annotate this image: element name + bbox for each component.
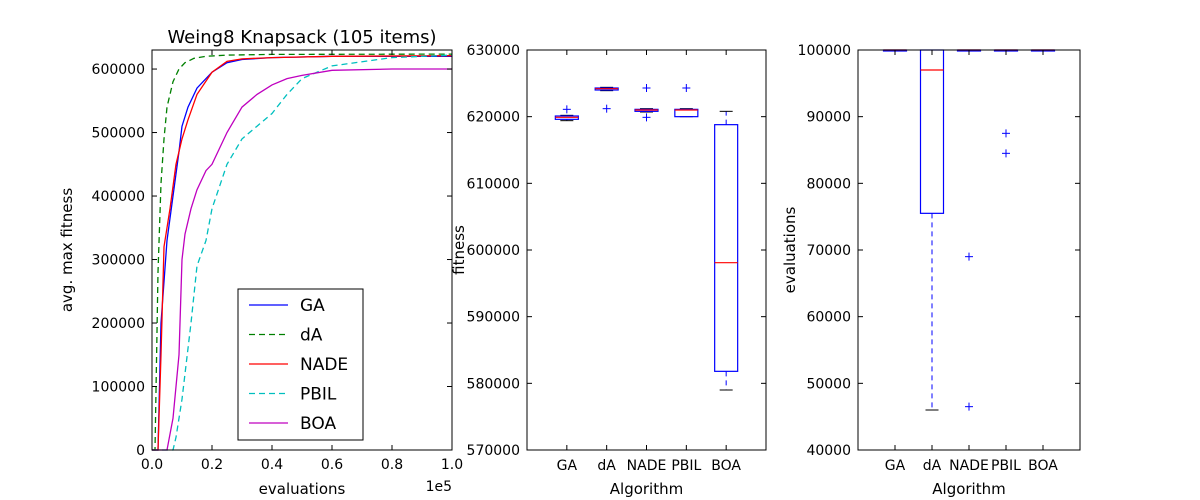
box-pbil (674, 108, 699, 118)
legend-label: BOA (300, 414, 336, 434)
x-tick-label: 0.2 (201, 457, 223, 473)
x-tick-label: PBIL (991, 458, 1021, 474)
series-line-nade (152, 55, 453, 451)
legend-label: GA (300, 296, 325, 316)
series-line-pbil (152, 54, 453, 451)
y-axis-label: avg. max fitness (58, 188, 76, 312)
outlier-marker (1002, 149, 1010, 158)
y-tick-label: 40000 (806, 443, 851, 459)
y-tick-label: 100000 (92, 380, 145, 396)
y-axis-label: fitness (450, 225, 468, 275)
legend-label: dA (300, 326, 323, 346)
outlier-marker (965, 252, 973, 261)
x-axis-label: evaluations (259, 480, 346, 498)
legend-label: NADE (300, 355, 348, 375)
y-tick-label: 630000 (467, 43, 520, 59)
x-tick-label: PBIL (671, 458, 701, 474)
x-tick-label: NADE (627, 458, 667, 474)
y-tick-label: 620000 (467, 110, 520, 126)
x-axis-label: Algorithm (610, 480, 683, 498)
x-tick-label: 0.4 (261, 457, 283, 473)
outlier-marker (965, 402, 973, 411)
x-axis-label: Algorithm (932, 480, 1005, 498)
outlier-marker (642, 113, 651, 122)
outlier-marker (682, 84, 691, 92)
plot-frame-3 (857, 49, 1081, 451)
y-tick-label: 600000 (467, 243, 520, 259)
x-tick-label: 0.0 (141, 457, 163, 473)
y-tick-label: 500000 (92, 126, 145, 142)
y-tick-label: 0 (136, 443, 145, 459)
x-tick-label: dA (597, 458, 616, 474)
y-tick-label: 90000 (806, 110, 851, 126)
y-tick-label: 200000 (92, 316, 145, 332)
y-tick-label: 70000 (806, 243, 851, 259)
y-tick-label: 100000 (798, 43, 851, 59)
legend-label: PBIL (300, 385, 337, 405)
y-tick-label: 570000 (467, 443, 520, 459)
y-tick-label: 50000 (806, 376, 851, 392)
x-tick-label: BOA (711, 458, 741, 474)
x-tick-label: dA (923, 458, 942, 474)
outlier-marker (1002, 129, 1010, 138)
x-tick-label: GA (885, 458, 906, 474)
y-tick-label: 590000 (467, 310, 520, 326)
x-tick-label: NADE (949, 458, 989, 474)
series-line-boa (152, 68, 452, 451)
x-offset-label: 1e5 (426, 479, 452, 495)
y-tick-label: 300000 (92, 253, 145, 269)
x-tick-label: 1.0 (441, 457, 463, 473)
x-tick-label: 0.6 (321, 457, 343, 473)
chart-title: Weing8 Knapsack (105 items) (167, 27, 436, 48)
y-tick-label: 600000 (92, 62, 145, 78)
box-da (919, 49, 945, 214)
x-tick-label: BOA (1028, 458, 1058, 474)
outlier-marker (602, 104, 611, 113)
y-tick-label: 580000 (467, 376, 520, 392)
x-tick-label: GA (557, 458, 578, 474)
box-boa (714, 124, 739, 372)
y-tick-label: 400000 (92, 189, 145, 205)
plot-frame-1 (151, 49, 453, 451)
y-axis-label: evaluations (781, 206, 799, 293)
series-line-da (152, 53, 453, 451)
y-tick-label: 610000 (467, 176, 520, 192)
outlier-marker (562, 105, 571, 114)
y-tick-label: 80000 (806, 176, 851, 192)
outlier-marker (642, 84, 651, 92)
x-tick-label: 0.8 (381, 457, 403, 473)
y-tick-label: 60000 (806, 310, 851, 326)
